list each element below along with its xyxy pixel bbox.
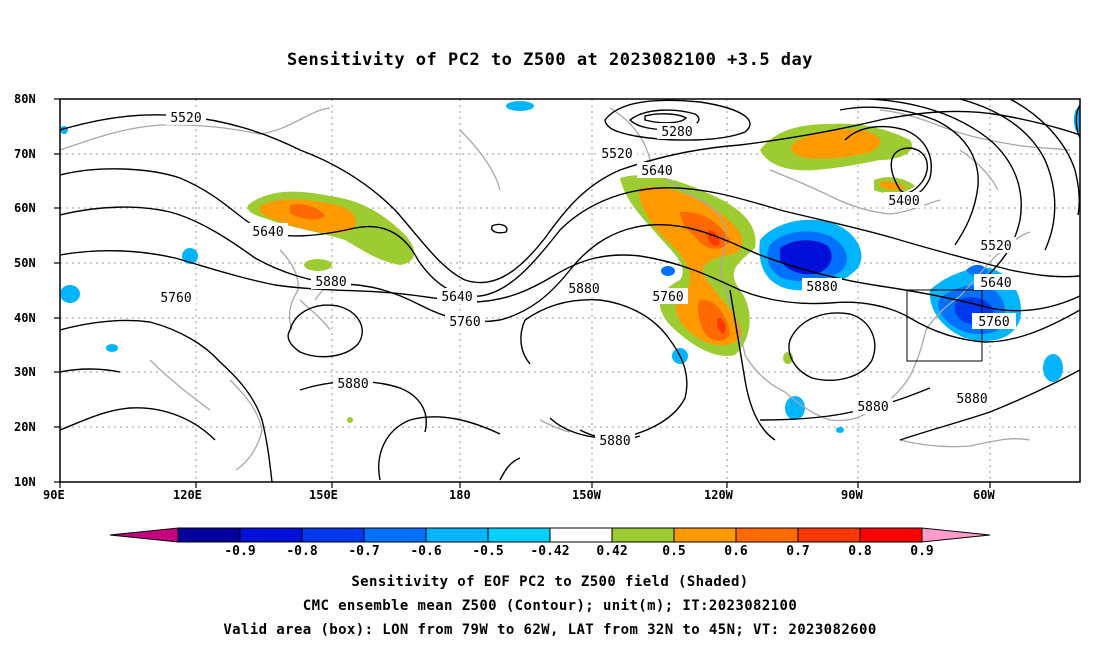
contour-label: 5280 bbox=[657, 123, 697, 140]
svg-text:5760: 5760 bbox=[160, 291, 191, 306]
lon-label-90w: 90W bbox=[841, 488, 863, 502]
colorbar-cell bbox=[177, 527, 241, 543]
contour-label: 5880 bbox=[595, 432, 635, 449]
lon-label-150w: 150W bbox=[572, 488, 601, 502]
colorbar-tick-label: -0.42 bbox=[530, 544, 570, 559]
colorbar-tick-label: -0.7 bbox=[348, 544, 380, 559]
colorbar-tick-label: 0.5 bbox=[662, 544, 686, 559]
svg-text:5880: 5880 bbox=[806, 280, 837, 295]
contour-label: 5760 bbox=[156, 289, 196, 306]
contour-label: 5760 bbox=[972, 313, 1016, 330]
svg-text:5880: 5880 bbox=[857, 400, 888, 415]
contour-label: 5880 bbox=[952, 390, 992, 407]
colorbar-tick-label: 0.7 bbox=[786, 544, 810, 559]
colorbar-cell bbox=[549, 527, 613, 543]
contour-label: 5760 bbox=[445, 313, 485, 330]
svg-text:5400: 5400 bbox=[888, 194, 919, 209]
contour-label: 5640 bbox=[248, 223, 288, 240]
lat-label-80n: 80N bbox=[14, 92, 36, 106]
map-frame bbox=[59, 98, 1081, 483]
colorbar-cell bbox=[239, 527, 303, 543]
lon-label-90e: 90E bbox=[43, 488, 65, 502]
lon-label-60w: 60W bbox=[973, 488, 995, 502]
contour-label: 5640 bbox=[637, 162, 677, 179]
svg-text:5640: 5640 bbox=[980, 276, 1011, 291]
colorbar-cell bbox=[859, 527, 923, 543]
contour-label: 5880 bbox=[311, 273, 351, 290]
colorbar-cell bbox=[301, 527, 365, 543]
contour-label: 5640 bbox=[437, 288, 477, 305]
contour-label: 5880 bbox=[853, 398, 893, 415]
z500-contours bbox=[60, 99, 1080, 482]
contour-label: 5520 bbox=[597, 145, 637, 162]
contour-label: 5520 bbox=[976, 237, 1016, 254]
lat-label-50n: 50N bbox=[14, 256, 36, 270]
colorbar-cell bbox=[673, 527, 737, 543]
colorbar-tick-label: -0.9 bbox=[224, 544, 256, 559]
colorbar-tick-label: -0.8 bbox=[286, 544, 318, 559]
axis-ticks bbox=[54, 98, 991, 488]
svg-text:5520: 5520 bbox=[980, 239, 1011, 254]
contour-label: 5760 bbox=[648, 288, 688, 305]
caption-valid-area: Valid area (box): LON from 79W to 62W, L… bbox=[223, 622, 877, 638]
svg-text:5520: 5520 bbox=[601, 147, 632, 162]
contour-label: 5400 bbox=[884, 192, 924, 209]
lat-label-40n: 40N bbox=[14, 311, 36, 325]
colorbar-tick-label: 0.6 bbox=[724, 544, 748, 559]
svg-text:5880: 5880 bbox=[337, 377, 368, 392]
svg-text:5640: 5640 bbox=[252, 225, 283, 240]
svg-text:5280: 5280 bbox=[661, 125, 692, 140]
colorbar-cell bbox=[797, 527, 861, 543]
positive-sensitivity-shading bbox=[247, 123, 915, 423]
svg-text:5880: 5880 bbox=[956, 392, 987, 407]
contour-label: 5880 bbox=[802, 278, 842, 295]
colorbar-max-arrow bbox=[921, 527, 991, 543]
colorbar-cell bbox=[735, 527, 799, 543]
lat-label-30n: 30N bbox=[14, 365, 36, 379]
lon-label-150e: 150E bbox=[309, 488, 338, 502]
svg-text:5880: 5880 bbox=[315, 275, 346, 290]
lon-label-120w: 120W bbox=[704, 488, 733, 502]
colorbar-cell bbox=[363, 527, 427, 543]
svg-text:5640: 5640 bbox=[441, 290, 472, 305]
svg-text:5760: 5760 bbox=[652, 290, 683, 305]
svg-text:5520: 5520 bbox=[170, 111, 201, 126]
caption-contour: CMC ensemble mean Z500 (Contour); unit(m… bbox=[302, 598, 798, 614]
contour-label: 5520 bbox=[166, 109, 206, 126]
colorbar-cell bbox=[611, 527, 675, 543]
contour-label: 5640 bbox=[974, 274, 1018, 291]
colorbar-tick-label: 0.8 bbox=[848, 544, 872, 559]
colorbar-tick-label: -0.5 bbox=[472, 544, 504, 559]
svg-text:5880: 5880 bbox=[599, 434, 630, 449]
svg-text:5640: 5640 bbox=[641, 164, 672, 179]
contour-label: 5880 bbox=[564, 280, 604, 297]
colorbar-min-arrow bbox=[109, 527, 179, 543]
svg-text:5760: 5760 bbox=[449, 315, 480, 330]
caption-shaded: Sensitivity of EOF PC2 to Z500 field (Sh… bbox=[351, 574, 749, 590]
lat-label-70n: 70N bbox=[14, 147, 36, 161]
colorbar-cell bbox=[487, 527, 551, 543]
contour-label: 5880 bbox=[333, 375, 373, 392]
lat-label-60n: 60N bbox=[14, 201, 36, 215]
colorbar-tick-label: -0.6 bbox=[410, 544, 442, 559]
lon-label-120e: 120E bbox=[173, 488, 202, 502]
svg-text:5760: 5760 bbox=[978, 315, 1009, 330]
lat-label-10n: 10N bbox=[14, 475, 36, 489]
colorbar-cell bbox=[425, 527, 489, 543]
chart-title: Sensitivity of PC2 to Z500 at 2023082100… bbox=[286, 50, 813, 70]
colorbar-tick-label: 0.9 bbox=[910, 544, 934, 559]
colorbar-tick-label: 0.42 bbox=[596, 544, 628, 559]
svg-text:5880: 5880 bbox=[568, 282, 599, 297]
lon-label-180: 180 bbox=[449, 488, 471, 502]
contour-labels: 5520 5280 5520 5640 5400 5520 5640 5760 … bbox=[156, 109, 1018, 449]
lat-label-20n: 20N bbox=[14, 420, 36, 434]
